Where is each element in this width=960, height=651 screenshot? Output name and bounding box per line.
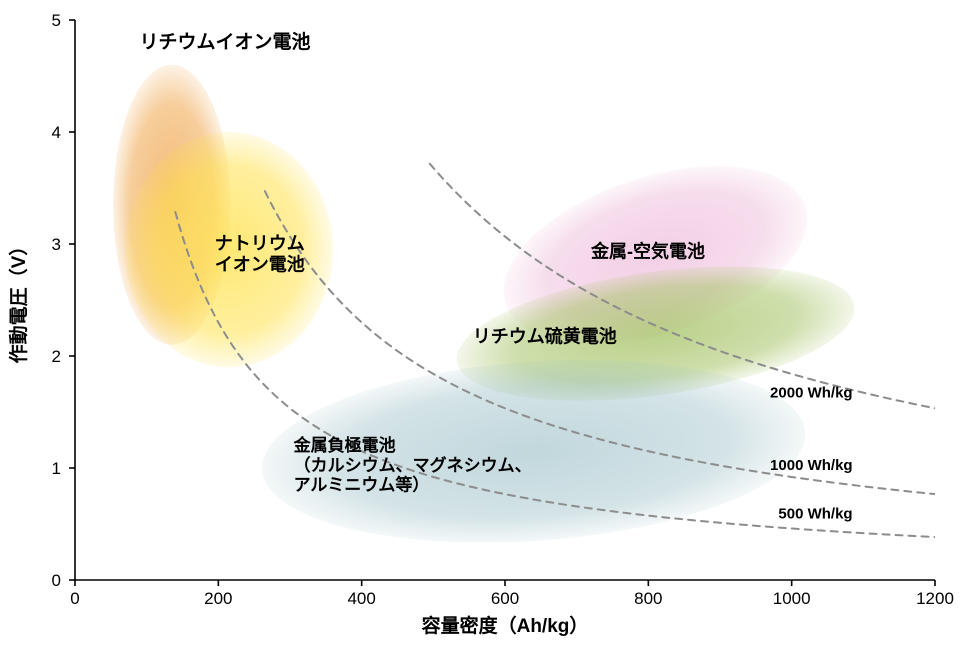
battery-chart: 0 200 400 600 800 1000 1200 0 1 2 3 4 5 500 Wh/kg 100… (0, 0, 960, 651)
label-metal-air: 金属-空気電池 (590, 240, 705, 261)
x-tick-800: 800 (634, 589, 662, 608)
y-tick-3: 3 (52, 235, 61, 254)
label-sodium-ion: ナトリウムイオン電池 (215, 234, 305, 275)
x-tick-200: 200 (204, 589, 232, 608)
y-axis-title: 作動電圧（V） (7, 237, 30, 364)
x-tick-1200: 1200 (916, 589, 954, 608)
iso-label-500: 500 Wh/kg (778, 505, 852, 522)
x-tick-600: 600 (491, 589, 519, 608)
iso-label-1000: 1000 Wh/kg (770, 457, 853, 474)
x-tick-1000: 1000 (773, 589, 811, 608)
y-tick-4: 4 (52, 123, 61, 142)
iso-label-2000: 2000 Wh/kg (770, 384, 853, 401)
x-tick-0: 0 (70, 589, 79, 608)
y-tick-1: 1 (52, 459, 61, 478)
label-lithium-ion: リチウムイオン電池 (140, 30, 311, 53)
y-tick-2: 2 (52, 347, 61, 366)
x-tick-400: 400 (347, 589, 375, 608)
y-tick-5: 5 (52, 11, 61, 30)
y-tick-0: 0 (52, 571, 61, 590)
x-axis-title: 容量密度（Ah/kg） (422, 614, 589, 637)
label-lithium-sulfur: リチウム硫黄電池 (473, 326, 617, 347)
